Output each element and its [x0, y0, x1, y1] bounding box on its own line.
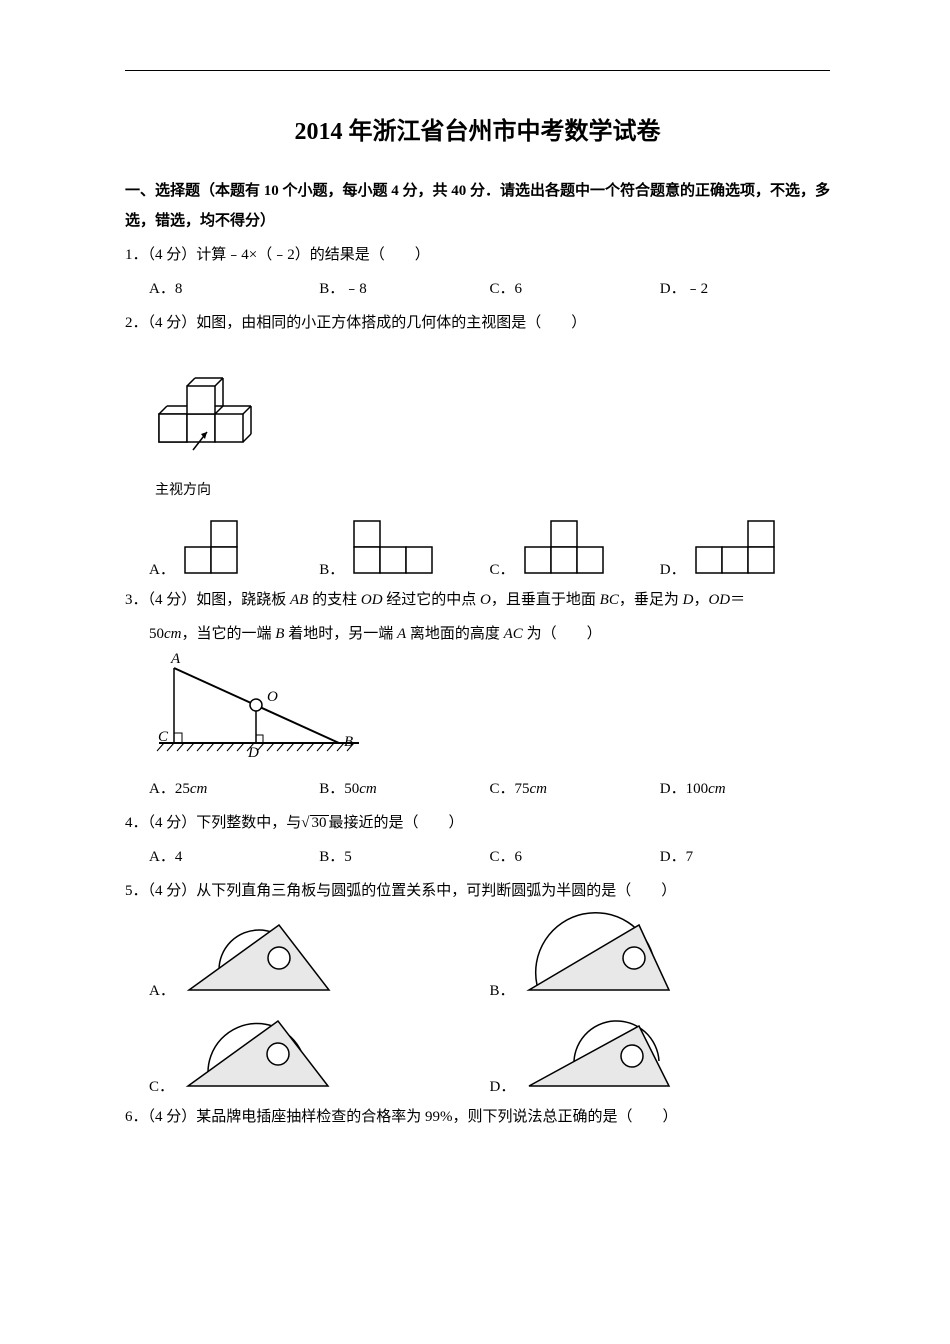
svg-text:C: C: [158, 729, 169, 745]
q1-opt-b: B．﹣8: [319, 274, 489, 304]
front-view-b: [348, 509, 438, 579]
q3-options: A．25cm B．50cm C．75cm D．100cm: [125, 774, 830, 804]
q3-opt-b: B．50cm: [319, 774, 489, 804]
q1-opt-c: C．6: [490, 274, 660, 304]
q2-opt-a-label: A．: [149, 558, 175, 579]
top-rule: [125, 70, 830, 71]
exam-page: 2014 年浙江省台州市中考数学试卷 一、选择题（本题有 10 个小题，每小题 …: [0, 0, 950, 1344]
q5-options-row2: C． D．: [125, 1006, 830, 1096]
q2-options: A． B． C．: [125, 509, 830, 579]
section-heading: 一、选择题（本题有 10 个小题，每小题 4 分，共 40 分．请选出各题中一个…: [125, 176, 830, 236]
cube-caption: 主视方向: [125, 479, 830, 499]
triangle-arc-a: [179, 910, 339, 1000]
q3-line1: 3．（4 分）如图，跷跷板 AB 的支柱 OD 经过它的中点 O，且垂直于地面 …: [125, 585, 830, 615]
q2-opt-b-label: B．: [319, 558, 344, 579]
triangle-arc-c: [178, 1006, 338, 1096]
svg-text:B: B: [344, 734, 353, 750]
q5-opt-a-label: A．: [149, 979, 175, 1000]
seesaw-figure: A O C D B: [149, 653, 369, 763]
q3-opt-a: A．25cm: [149, 774, 319, 804]
triangle-arc-d: [519, 1006, 679, 1096]
q4-opt-a: A．4: [149, 842, 319, 872]
q1-text: 1．（4 分）计算﹣4×（﹣2）的结果是（ ）: [125, 240, 830, 270]
q4-text: 4．（4 分）下列整数中，与√30最接近的是（ ）: [125, 808, 830, 838]
q2-text: 2．（4 分）如图，由相同的小正方体搭成的几何体的主视图是（ ）: [125, 308, 830, 338]
q4-options: A．4 B．5 C．6 D．7: [125, 842, 830, 872]
q5-text: 5．（4 分）从下列直角三角板与圆弧的位置关系中，可判断圆弧为半圆的是（ ）: [125, 876, 830, 906]
page-title: 2014 年浙江省台州市中考数学试卷: [125, 111, 830, 146]
q1-opt-d: D．﹣2: [660, 274, 830, 304]
q3-line2: 50cm，当它的一端 B 着地时，另一端 A 离地面的高度 AC 为（ ）: [125, 619, 830, 649]
triangle-arc-b: [519, 910, 679, 1000]
q4-opt-b: B．5: [319, 842, 489, 872]
q2-opt-c-label: C．: [490, 558, 515, 579]
q1-options: A．8 B．﹣8 C．6 D．﹣2: [125, 274, 830, 304]
q5-opt-d-label: D．: [490, 1075, 516, 1096]
front-view-a: [179, 509, 269, 579]
q3-opt-d: D．100cm: [660, 774, 830, 804]
q5-opt-b-label: B．: [490, 979, 515, 1000]
cube-3d-figure: [149, 342, 269, 472]
front-view-d: [690, 509, 780, 579]
svg-text:A: A: [170, 653, 181, 667]
q5-options-row1: A． B．: [125, 910, 830, 1000]
q1-opt-a: A．8: [149, 274, 319, 304]
svg-text:O: O: [267, 689, 278, 705]
q4-opt-d: D．7: [660, 842, 830, 872]
q5-opt-c-label: C．: [149, 1075, 174, 1096]
front-view-c: [519, 509, 609, 579]
q4-opt-c: C．6: [490, 842, 660, 872]
svg-text:D: D: [247, 745, 259, 761]
q6-text: 6．（4 分）某品牌电插座抽样检查的合格率为 99%，则下列说法总正确的是（ ）: [125, 1102, 830, 1132]
q2-opt-d-label: D．: [660, 558, 686, 579]
q3-opt-c: C．75cm: [490, 774, 660, 804]
